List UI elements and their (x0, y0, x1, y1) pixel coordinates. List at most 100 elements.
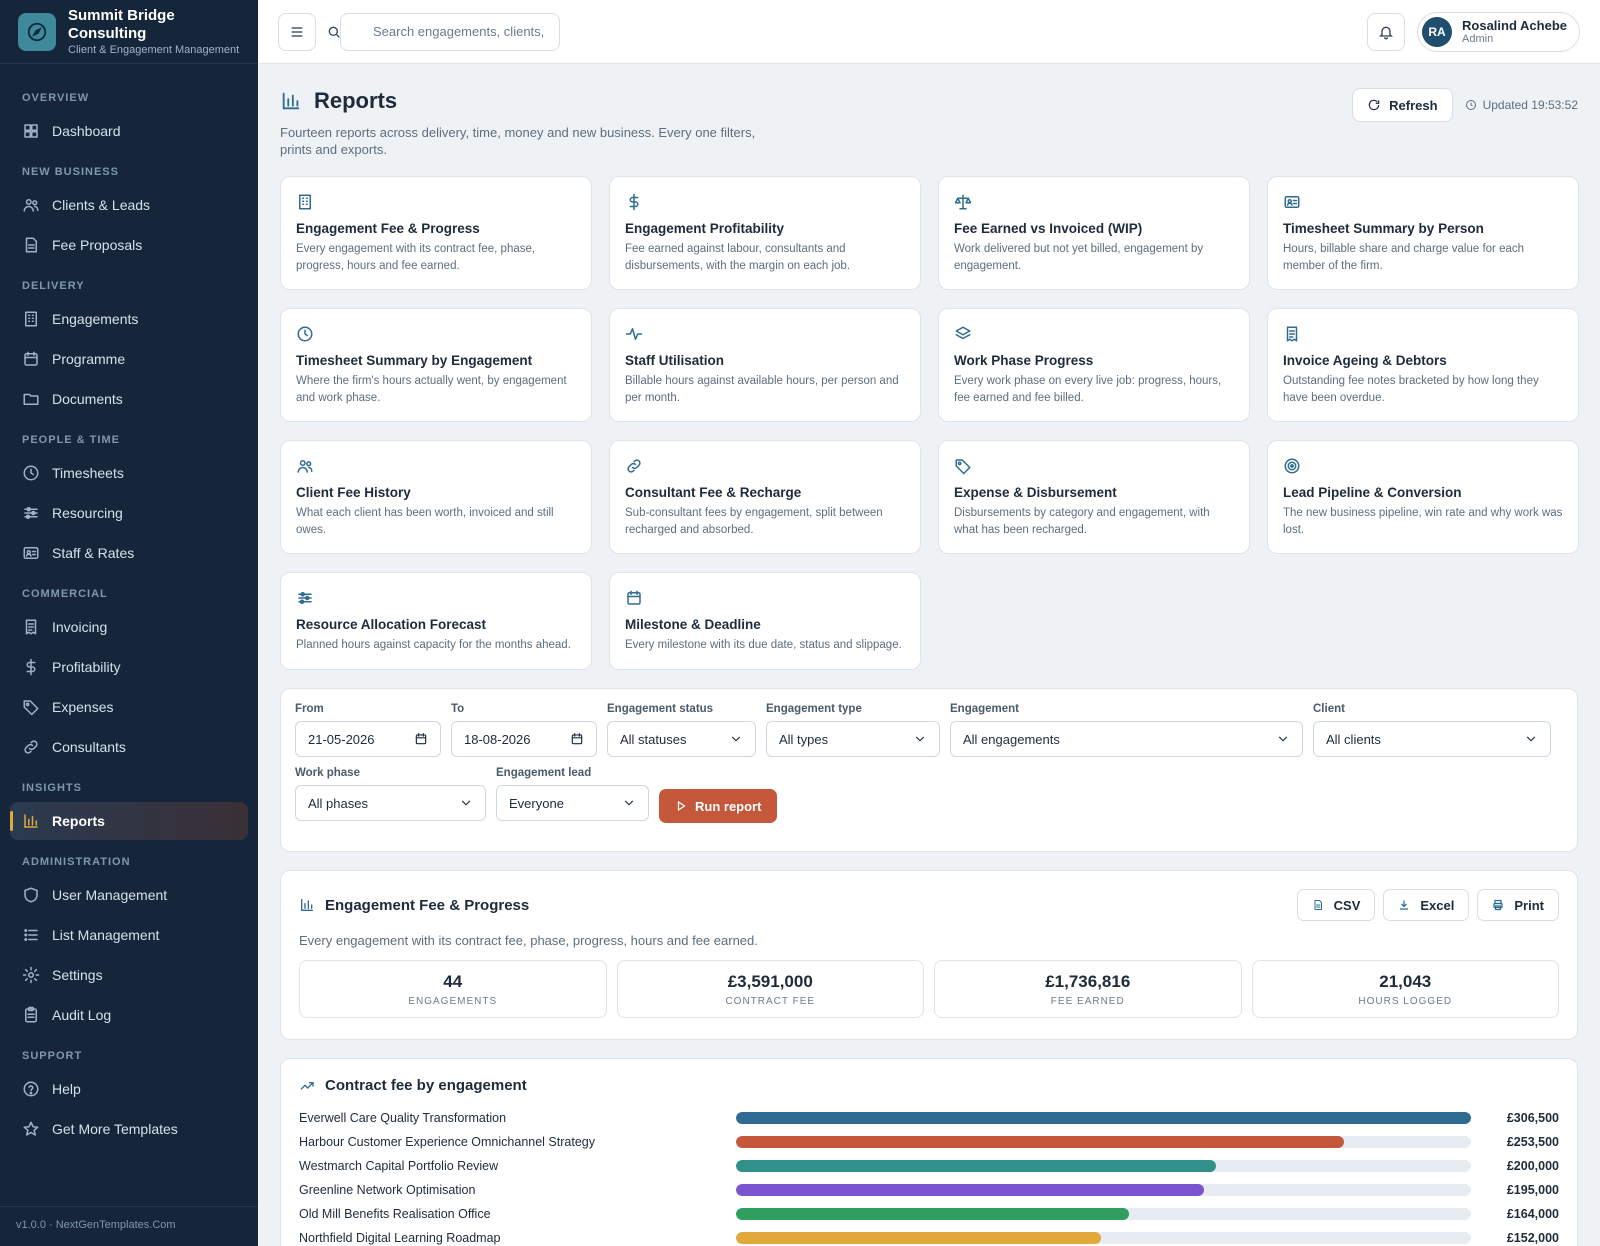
brand-subtitle: Client & Engagement Management (68, 44, 240, 56)
engagement-value: All engagements (963, 731, 1060, 747)
shield-icon (22, 886, 40, 904)
target-icon (1283, 457, 1301, 475)
main-content: Reports Fourteen reports across delivery… (280, 64, 1579, 1246)
sidebar-item-label: Timesheets (52, 465, 124, 481)
sidebar-item-consultants[interactable]: Consultants (10, 728, 248, 766)
page-title: Reports (314, 88, 398, 113)
sidebar-item-reports[interactable]: Reports (10, 802, 248, 840)
report-card-staff-utilisation[interactable]: Staff Utilisation Billable hours against … (609, 308, 921, 422)
report-card-milestone-deadline[interactable]: Milestone & Deadline Every milestone with… (609, 572, 921, 670)
report-card-resource-allocation-forecast[interactable]: Resource Allocation Forecast Planned hour… (280, 572, 592, 670)
nav-section-title: SUPPORT (22, 1050, 83, 1062)
report-card-engagement-profitability[interactable]: Engagement Profitability Fee earned again… (609, 176, 921, 290)
to-value: 18-08-2026 (464, 731, 531, 747)
chart-value-label: £200,000 (1506, 1159, 1559, 1173)
sidebar-item-help[interactable]: Help (10, 1070, 248, 1108)
from-date-input[interactable]: 21-05-2026 (295, 721, 441, 757)
menu-toggle-button[interactable] (278, 12, 316, 51)
sidebar-item-documents[interactable]: Documents (10, 380, 248, 418)
report-card-timesheet-summary-by-engagement[interactable]: Timesheet Summary by Engagement Where the… (280, 308, 592, 422)
sidebar-item-invoicing[interactable]: Invoicing (10, 608, 248, 646)
bar-chart-icon (299, 897, 315, 913)
sidebar-item-label: Expenses (52, 699, 114, 715)
sidebar-item-engagements[interactable]: Engagements (10, 300, 248, 338)
kpi-value: 44 (443, 971, 463, 991)
phase-select[interactable]: All phases (295, 785, 486, 821)
kpi-label: HOURS LOGGED (1358, 995, 1453, 1007)
chart-value-label: £164,000 (1506, 1207, 1559, 1221)
refresh-button[interactable]: Refresh (1352, 88, 1453, 122)
sidebar-item-fee-proposals[interactable]: Fee Proposals (10, 226, 248, 264)
engagement-select[interactable]: All engagements (950, 721, 1303, 757)
export-excel-button[interactable]: Excel (1383, 889, 1470, 921)
sidebar-item-label: Fee Proposals (52, 237, 143, 253)
lead-value: Everyone (509, 795, 564, 811)
print-button[interactable]: Print (1477, 889, 1559, 921)
report-card-title: Consultant Fee & Recharge (625, 485, 802, 500)
report-card-description: Sub-consultant fees by engagement, split… (625, 507, 883, 536)
run-report-button[interactable]: Run report (659, 789, 778, 823)
report-card-description: Disbursements by category and engagement… (954, 507, 1210, 536)
chart-value-label: £253,500 (1506, 1135, 1559, 1149)
type-select[interactable]: All types (766, 721, 940, 757)
folder-icon (22, 390, 40, 408)
sidebar-item-label: Engagements (52, 311, 139, 327)
chart-bar (736, 1184, 1204, 1196)
chart-category-label: Westmarch Capital Portfolio Review (299, 1159, 499, 1173)
report-card-engagement-fee-progress[interactable]: Engagement Fee & Progress Every engagemen… (280, 176, 592, 290)
sidebar-item-resourcing[interactable]: Resourcing (10, 494, 248, 532)
report-card-work-phase-progress[interactable]: Work Phase Progress Every work phase on e… (938, 308, 1250, 422)
user-menu[interactable]: RA Rosalind Achebe Admin (1417, 11, 1580, 52)
sidebar-item-label: Resourcing (52, 505, 123, 521)
kpi-value: 21,043 (1379, 971, 1432, 991)
sidebar-item-label: Clients & Leads (52, 197, 151, 213)
notifications-button[interactable] (1367, 12, 1406, 51)
status-field: Engagement status All statuses (607, 703, 756, 757)
export-csv-button[interactable]: CSV (1296, 889, 1376, 921)
sidebar-item-label: List Management (52, 927, 160, 943)
report-card-client-fee-history[interactable]: Client Fee History What each client has b… (280, 440, 592, 554)
kpi-label: ENGAGEMENTS (408, 995, 498, 1007)
report-card-title: Timesheet Summary by Engagement (296, 353, 533, 368)
nav-section-title: DELIVERY (22, 280, 85, 292)
to-date-input[interactable]: 18-08-2026 (451, 721, 597, 757)
report-card-lead-pipeline-conversion[interactable]: Lead Pipeline & Conversion The new busine… (1267, 440, 1579, 554)
report-card-description: Billable hours against available hours, … (625, 375, 899, 404)
sidebar-item-timesheets[interactable]: Timesheets (10, 454, 248, 492)
sidebar-item-dashboard[interactable]: Dashboard (10, 112, 248, 150)
brand[interactable]: Summit Bridge Consulting Client & Engage… (0, 0, 258, 64)
report-description: Every engagement with its contract fee, … (299, 933, 758, 948)
gear-icon (22, 966, 40, 984)
sidebar-item-user-management[interactable]: User Management (10, 876, 248, 914)
sidebar-item-settings[interactable]: Settings (10, 956, 248, 994)
report-card-timesheet-summary-by-person[interactable]: Timesheet Summary by Person Hours, billab… (1267, 176, 1579, 290)
report-card-title: Lead Pipeline & Conversion (1283, 485, 1462, 500)
sidebar-item-expenses[interactable]: Expenses (10, 688, 248, 726)
sidebar-item-list-management[interactable]: List Management (10, 916, 248, 954)
nav-section-title: NEW BUSINESS (22, 166, 119, 178)
report-card-fee-earned-vs-invoiced-wip[interactable]: Fee Earned vs Invoiced (WIP) Work deliver… (938, 176, 1250, 290)
report-card-expense-disbursement[interactable]: Expense & Disbursement Disbursements by c… (938, 440, 1250, 554)
report-card-description: What each client has been worth, invoice… (296, 507, 554, 536)
lead-select[interactable]: Everyone (496, 785, 649, 821)
sidebar-item-staff-rates[interactable]: Staff & Rates (10, 534, 248, 572)
sidebar-item-programme[interactable]: Programme (10, 340, 248, 378)
client-select[interactable]: All clients (1313, 721, 1551, 757)
sidebar-item-label: Profitability (52, 659, 121, 675)
report-card-title: Fee Earned vs Invoiced (WIP) (954, 221, 1143, 236)
chart-bar (736, 1208, 1130, 1220)
chart-bar-track (736, 1136, 1472, 1148)
type-field: Engagement type All types (766, 703, 940, 757)
report-card-consultant-fee-recharge[interactable]: Consultant Fee & Recharge Sub-consultant … (609, 440, 921, 554)
sidebar-item-clients-leads[interactable]: Clients & Leads (10, 186, 248, 224)
sidebar-item-get-more-templates[interactable]: Get More Templates (10, 1110, 248, 1148)
report-card-invoice-ageing-debtors[interactable]: Invoice Ageing & Debtors Outstanding fee … (1267, 308, 1579, 422)
refresh-label: Refresh (1389, 97, 1438, 113)
lead-label: Engagement lead (496, 767, 592, 779)
sidebar: Summit Bridge Consulting Client & Engage… (0, 0, 258, 1246)
status-select[interactable]: All statuses (607, 721, 756, 757)
sidebar-item-audit-log[interactable]: Audit Log (10, 996, 248, 1034)
sidebar-item-profitability[interactable]: Profitability (10, 648, 248, 686)
updated-timestamp: Updated 19:53:52 (1465, 98, 1578, 112)
search-input[interactable] (340, 12, 560, 51)
